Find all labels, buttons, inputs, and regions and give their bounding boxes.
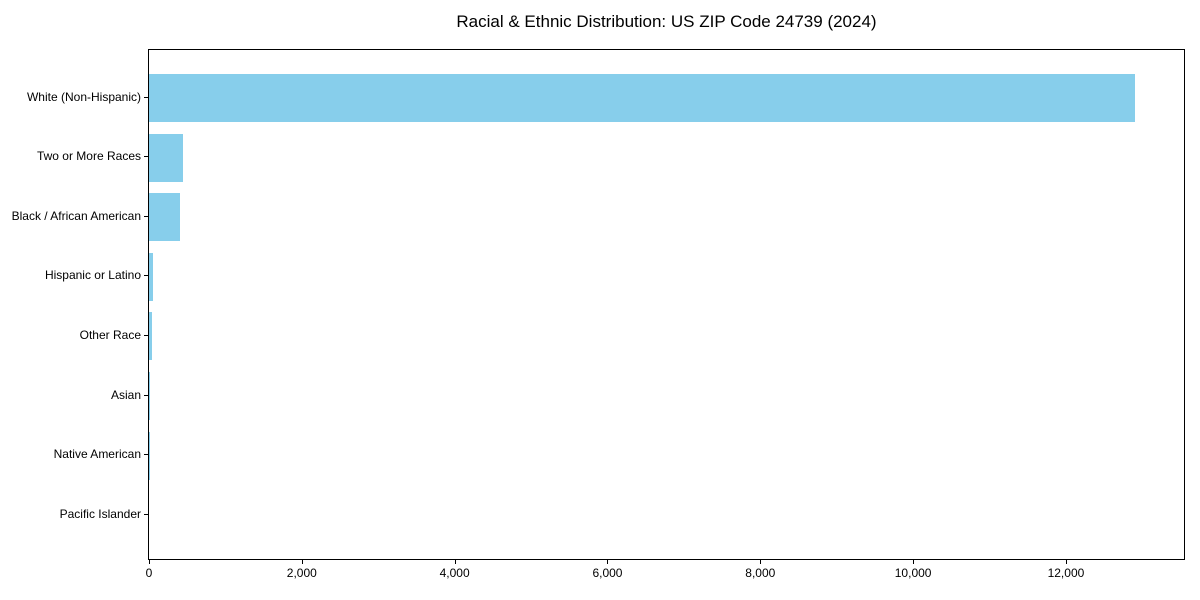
x-tick-label-4000: 4,000 <box>439 566 470 580</box>
bar-hispanic-or-latino <box>149 252 154 301</box>
y-label-asian: Asian <box>110 387 141 402</box>
y-tick-hispanic-or-latino <box>144 275 148 277</box>
y-label-native-american: Native American <box>53 447 141 462</box>
y-label-pacific-islander: Pacific Islander <box>59 506 141 521</box>
x-tick-10000 <box>913 560 915 564</box>
bar-other-race <box>149 312 153 361</box>
x-tick-label-0: 0 <box>145 566 153 580</box>
x-tick-2000 <box>301 560 303 564</box>
bar-asian <box>149 372 150 420</box>
y-axis-labels: White (Non-Hispanic) Two or More Races Bla… <box>0 49 141 560</box>
x-tick-8000 <box>760 560 762 564</box>
bar-two-or-more-races <box>149 133 184 182</box>
x-tick-4000 <box>454 560 456 564</box>
y-tick-other-race <box>144 334 148 336</box>
x-tick-label-12000: 12,000 <box>1047 566 1085 580</box>
y-tick-two-or-more-races <box>144 156 148 158</box>
y-label-white-non-hispanic: White (Non-Hispanic) <box>26 89 141 104</box>
y-tick-native-american <box>144 454 148 456</box>
y-tick-black-african-american <box>144 215 148 217</box>
x-tick-label-10000: 10,000 <box>894 566 932 580</box>
chart-title: Racial & Ethnic Distribution: US ZIP Cod… <box>456 12 877 31</box>
x-tick-6000 <box>607 560 609 564</box>
y-tick-white-non-hispanic <box>144 96 148 98</box>
x-tick-label-2000: 2,000 <box>286 566 317 580</box>
x-tick-12000 <box>1065 560 1067 564</box>
bar-black-african-american <box>149 193 180 242</box>
y-label-two-or-more-races: Two or More Races <box>36 149 141 164</box>
y-tick-asian <box>144 394 148 396</box>
x-tick-0 <box>149 560 150 564</box>
x-tick-label-8000: 8,000 <box>745 566 776 580</box>
y-label-other-race: Other Race <box>79 327 141 342</box>
y-label-hispanic-or-latino: Hispanic or Latino <box>44 268 141 283</box>
y-label-black-african-american: Black / African American <box>11 208 141 223</box>
bar-white-non-hispanic <box>149 74 1135 122</box>
y-tick-pacific-islander <box>144 513 148 515</box>
plot-area <box>148 49 1185 560</box>
x-tick-label-6000: 6,000 <box>592 566 623 580</box>
